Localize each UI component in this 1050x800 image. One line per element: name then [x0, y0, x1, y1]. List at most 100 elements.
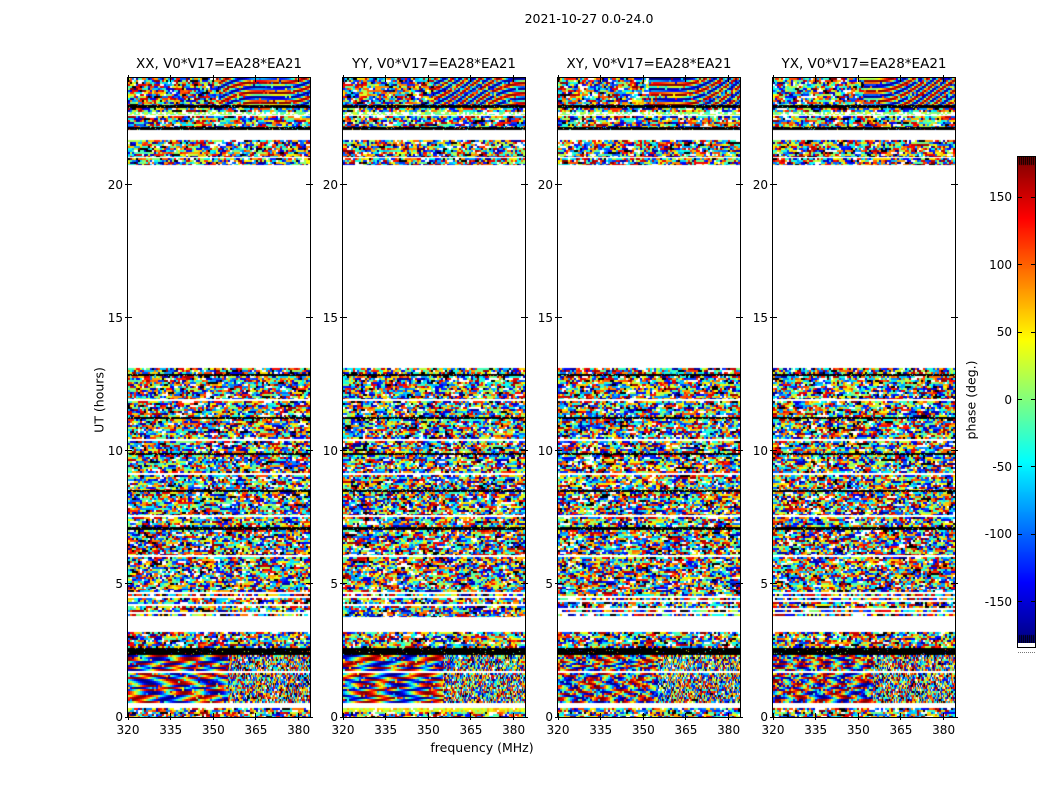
y-tick-label: 10 — [107, 443, 123, 458]
axis-tick — [642, 713, 644, 720]
panel-title-yx: YX, V0*V17=EA28*EA21 — [781, 56, 947, 72]
colorbar-gradient-canvas — [1018, 157, 1035, 643]
y-tick-label: 0 — [760, 710, 768, 724]
axis-tick — [728, 75, 730, 82]
axis-tick — [385, 713, 387, 720]
panel-yx-heatmap-canvas — [773, 78, 955, 717]
axis-tick — [1031, 601, 1035, 603]
x-tick-label: 320 — [546, 723, 570, 737]
axis-tick — [770, 450, 777, 452]
x-tick-label: 365 — [889, 723, 913, 737]
axis-tick — [951, 184, 958, 185]
axis-tick — [127, 75, 129, 82]
y-tick-label: 0 — [115, 710, 123, 724]
y-tick-label: 10 — [752, 443, 768, 458]
axis-tick — [1031, 196, 1035, 198]
y-tick-label: 0 — [545, 710, 553, 724]
y-tick-label: 15 — [107, 310, 123, 325]
axis-tick — [427, 713, 429, 720]
axis-tick — [125, 450, 132, 452]
x-tick-label: 350 — [846, 723, 870, 737]
x-tick-label: 380 — [502, 723, 526, 737]
x-tick-label: 320 — [761, 723, 785, 737]
colorbar-tick-label: -50 — [992, 459, 1012, 474]
y-tick-label: 15 — [752, 310, 768, 325]
colorbar — [1017, 156, 1036, 648]
axis-tick — [943, 75, 945, 82]
x-tick-label: 350 — [416, 723, 440, 737]
axis-tick — [470, 713, 472, 720]
axis-tick — [340, 716, 347, 718]
y-axis-label: UT (hours) — [91, 367, 107, 433]
colorbar-tick-label: -100 — [984, 527, 1012, 542]
axis-tick — [212, 713, 214, 720]
x-tick-label: 380 — [717, 723, 741, 737]
axis-tick — [1018, 196, 1022, 198]
axis-tick — [815, 713, 817, 720]
x-tick-label: 350 — [201, 723, 225, 737]
panel-title-xx: XX, V0*V17=EA28*EA21 — [135, 56, 302, 72]
axis-tick — [736, 317, 743, 319]
axis-tick — [857, 713, 859, 720]
axis-tick — [340, 583, 347, 585]
y-tick-label: 15 — [537, 310, 553, 325]
axis-tick — [736, 184, 743, 185]
x-tick-label: 350 — [631, 723, 655, 737]
axis-tick — [600, 75, 602, 82]
axis-tick — [340, 450, 347, 452]
axis-tick — [521, 716, 528, 718]
panel-yy-heatmap-canvas — [343, 78, 525, 717]
panel-xx-heatmap-canvas — [128, 78, 310, 717]
axis-tick — [736, 583, 743, 585]
axis-tick — [770, 317, 777, 319]
axis-tick — [521, 317, 528, 319]
axis-tick — [555, 716, 562, 718]
axis-tick — [342, 75, 344, 82]
axis-tick — [815, 75, 817, 82]
axis-tick — [770, 184, 777, 185]
axis-tick — [298, 713, 300, 720]
colorbar-underflow-dots — [1018, 652, 1035, 653]
x-tick-label: 380 — [287, 723, 311, 737]
axis-tick — [125, 583, 132, 585]
colorbar-tick-label: 100 — [989, 257, 1012, 272]
y-tick-label: 20 — [752, 177, 768, 192]
axis-tick — [513, 75, 515, 82]
axis-tick — [1018, 331, 1022, 333]
axis-tick — [513, 713, 515, 720]
axis-tick — [521, 583, 528, 585]
axis-tick — [943, 713, 945, 720]
axis-tick — [521, 184, 528, 185]
axis-tick — [685, 75, 687, 82]
axis-tick — [772, 75, 774, 82]
y-tick-label: 10 — [537, 443, 553, 458]
axis-tick — [1031, 264, 1035, 266]
axis-tick — [255, 713, 257, 720]
axis-tick — [427, 75, 429, 82]
panel-title-xy: XY, V0*V17=EA28*EA21 — [566, 56, 732, 72]
x-axis-label: frequency (MHz) — [430, 740, 534, 755]
axis-tick — [1031, 466, 1035, 468]
axis-tick — [385, 75, 387, 82]
axis-tick — [951, 583, 958, 585]
axis-tick — [557, 75, 559, 82]
axis-tick — [555, 450, 562, 452]
y-tick-label: 5 — [760, 576, 768, 591]
axis-tick — [642, 75, 644, 82]
axis-tick — [125, 317, 132, 319]
y-tick-label: 20 — [537, 177, 553, 192]
colorbar-tick-label: 0 — [1004, 392, 1012, 407]
colorbar-tick-label: 150 — [989, 190, 1012, 205]
panel-xy-heatmap-canvas — [558, 78, 740, 717]
axis-tick — [306, 184, 313, 185]
axis-tick — [900, 713, 902, 720]
y-tick-label: 5 — [115, 576, 123, 591]
axis-tick — [1031, 399, 1035, 400]
axis-tick — [685, 713, 687, 720]
x-tick-label: 380 — [932, 723, 956, 737]
axis-tick — [951, 317, 958, 319]
axis-tick — [298, 75, 300, 82]
x-tick-label: 365 — [674, 723, 698, 737]
y-tick-label: 5 — [330, 576, 338, 591]
